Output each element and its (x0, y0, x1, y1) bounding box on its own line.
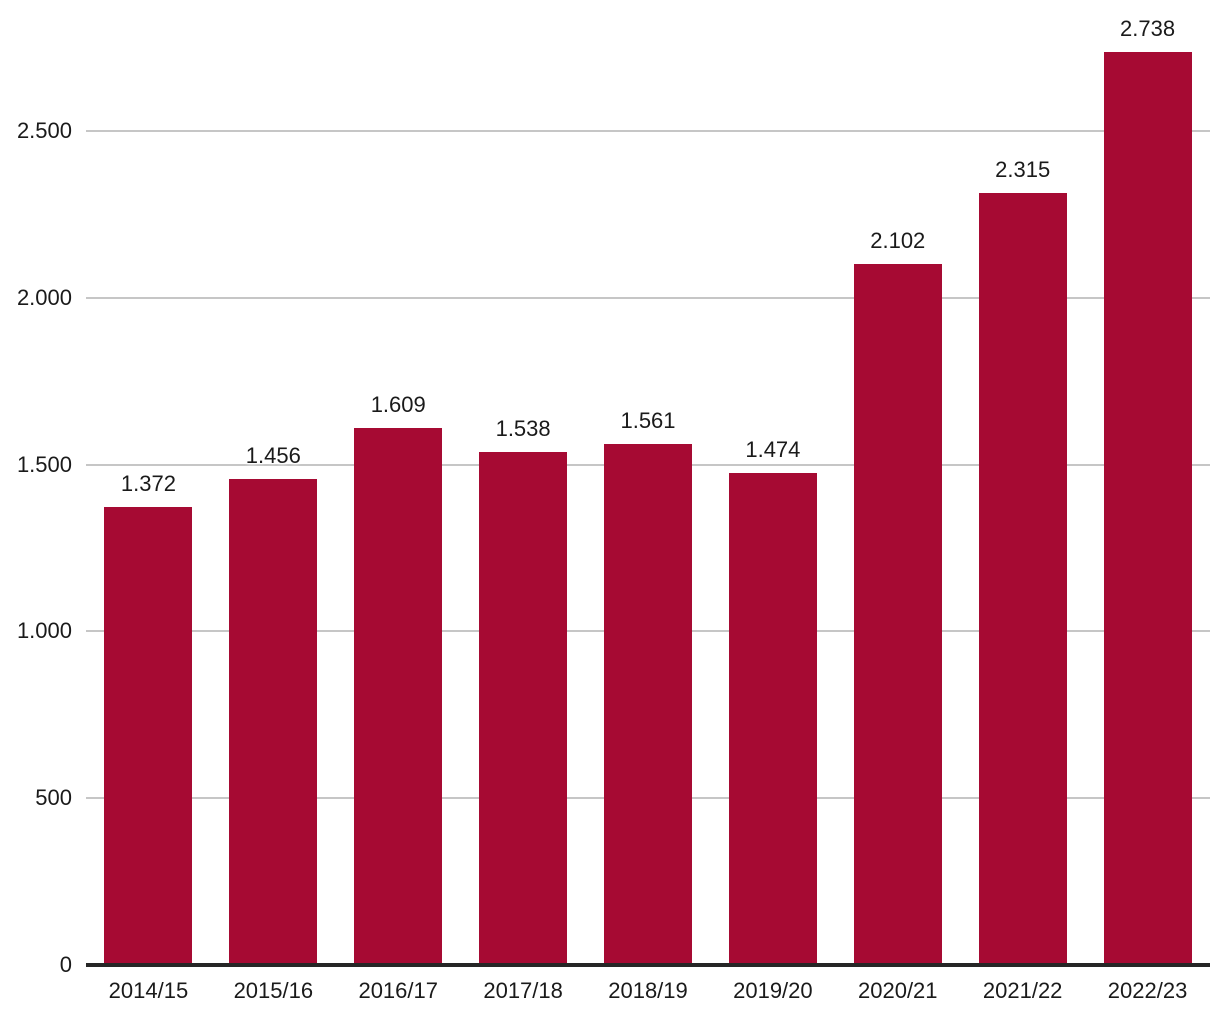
bar-value-label: 1.609 (370, 392, 426, 418)
y-axis-tick-label: 0 (59, 952, 72, 977)
x-axis-tick-label: 2021/22 (982, 978, 1063, 1003)
bar (1103, 51, 1192, 965)
x-axis-tick-label: 2017/18 (483, 978, 563, 1003)
bar (728, 473, 817, 965)
bar-value-label: 1.456 (245, 443, 301, 469)
y-axis-tick-label: 1.500 (16, 451, 72, 477)
x-axis-tick-label: 2018/19 (608, 978, 688, 1003)
x-axis-tick-label: 2014/15 (108, 978, 189, 1003)
x-axis-line (86, 963, 1210, 967)
x-axis-tick-label: 2015/16 (233, 978, 314, 1003)
gridline (86, 296, 1210, 299)
bar-value-label: 2.102 (870, 227, 926, 253)
gridline (86, 130, 1210, 132)
bar-value-label: 2.738 (1120, 15, 1176, 41)
bar-value-label: 1.372 (120, 471, 176, 497)
y-axis-tick-label: 1.000 (16, 618, 72, 644)
bar-value-label: 1.538 (495, 415, 551, 441)
bar (479, 451, 568, 965)
x-axis-tick-label: 2022/23 (1107, 978, 1188, 1003)
y-axis-tick-label: 2.000 (16, 284, 72, 310)
y-axis-tick-label: 500 (35, 785, 72, 811)
bar (229, 479, 318, 965)
bar-value-label: 1.474 (745, 437, 801, 463)
bar (104, 507, 193, 965)
x-axis-tick-label: 2020/21 (858, 978, 938, 1003)
bar-value-label: 2.315 (995, 156, 1051, 182)
x-axis-tick-label: 2019/20 (733, 978, 813, 1003)
bar (978, 192, 1067, 965)
bar-value-label: 1.561 (620, 408, 676, 434)
bar (354, 428, 443, 965)
plot-area: 1.372 1.456 1.609 1.538 1.561 1.474 2.102 2.315… (86, 0, 1210, 1020)
y-axis: 0 500 1.000 1.500 2.000 2.500 (0, 0, 72, 1020)
bar (853, 263, 942, 965)
bar (604, 444, 692, 965)
y-axis-tick-label: 2.500 (16, 118, 72, 143)
x-axis-tick-label: 2016/17 (358, 978, 438, 1003)
